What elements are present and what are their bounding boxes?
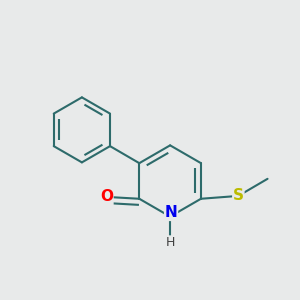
Text: N: N (165, 206, 177, 220)
Text: S: S (233, 188, 244, 203)
Text: O: O (100, 190, 113, 205)
Text: H: H (165, 236, 175, 249)
